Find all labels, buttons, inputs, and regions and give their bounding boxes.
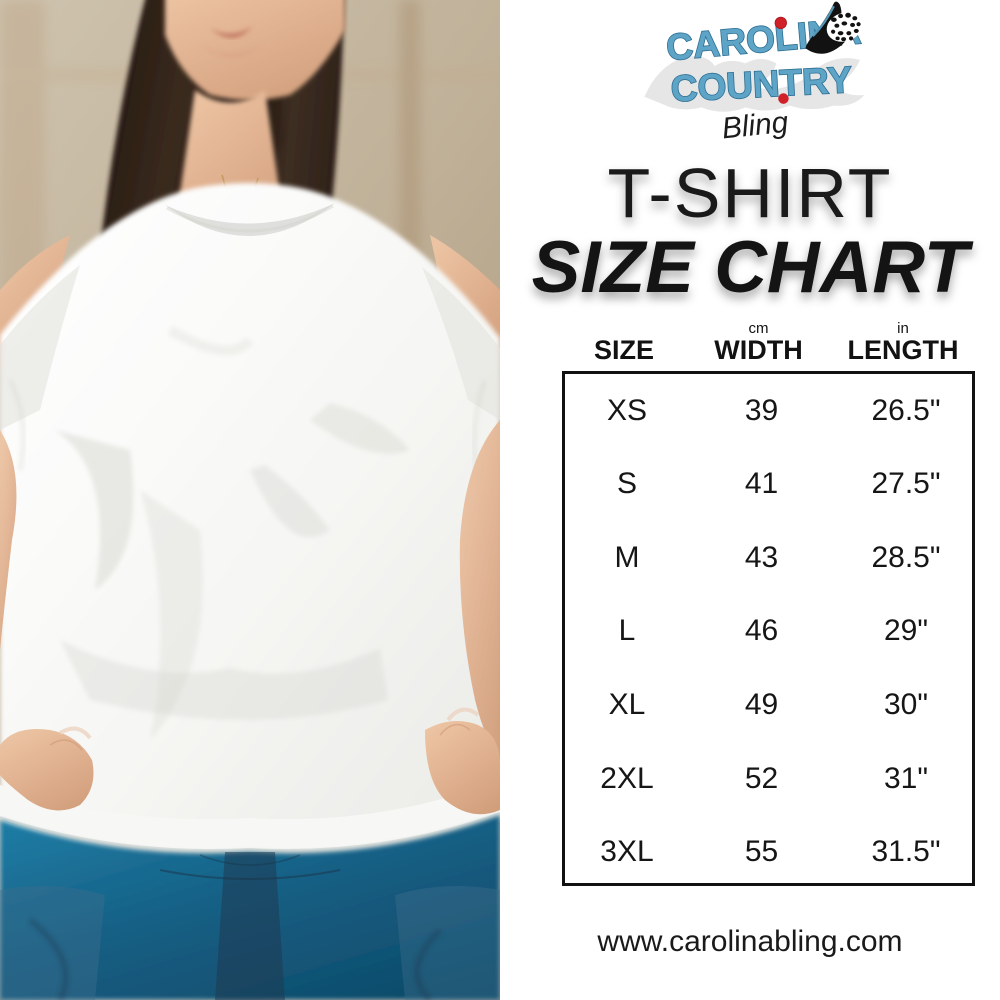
svg-text:Bling: Bling <box>720 106 790 146</box>
